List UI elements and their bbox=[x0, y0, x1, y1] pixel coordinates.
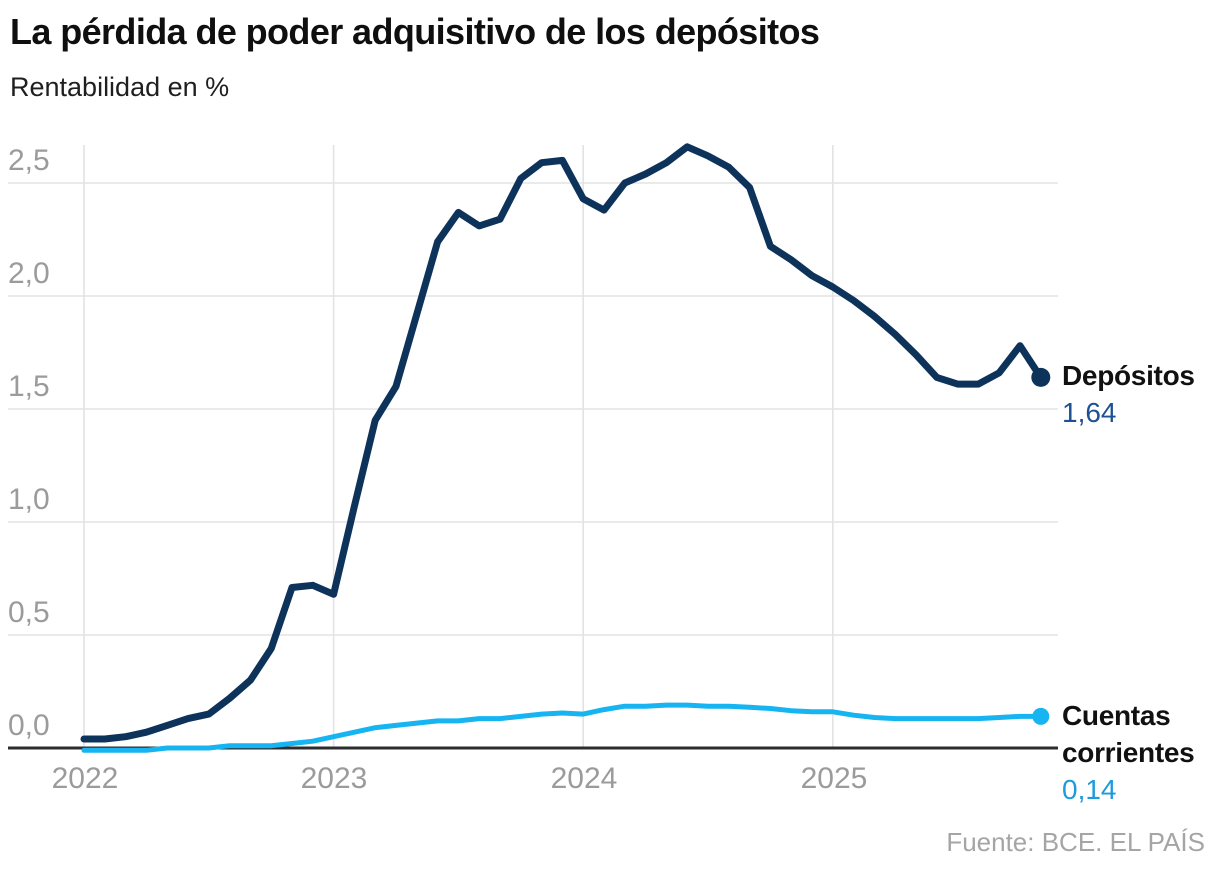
current-accounts-end-value: 0,14 bbox=[1062, 774, 1117, 805]
deposits-end-dot bbox=[1031, 367, 1051, 387]
x-tick-label: 2023 bbox=[301, 762, 368, 795]
deposits-series-label: Depósitos bbox=[1062, 360, 1195, 391]
chart-subtitle: Rentabilidad en % bbox=[10, 72, 230, 102]
gridlines bbox=[8, 145, 1058, 748]
current-accounts-series-label-line1: Cuentas bbox=[1062, 700, 1171, 731]
deposits-end-value: 1,64 bbox=[1062, 397, 1117, 428]
x-tick-label: 2025 bbox=[801, 762, 868, 795]
source-credit: Fuente: BCE. EL PAÍS bbox=[946, 827, 1205, 857]
y-tick-label: 0,0 bbox=[8, 709, 50, 742]
y-tick-label: 1,5 bbox=[8, 370, 50, 403]
deposits-line bbox=[80, 143, 1045, 743]
deposits-annotation: Depósitos 1,64 bbox=[1062, 357, 1220, 431]
current-accounts-end-dot bbox=[1032, 707, 1050, 725]
x-axis-tick-labels: 2022 2023 2024 2025 bbox=[52, 762, 868, 795]
current-accounts-line bbox=[81, 702, 1044, 753]
y-tick-label: 1,0 bbox=[8, 483, 50, 516]
y-axis-tick-labels: 2,5 2,0 1,5 1,0 0,5 0,0 bbox=[8, 144, 50, 742]
current-accounts-series-label-line2: corrientes bbox=[1062, 737, 1195, 768]
x-tick-label: 2024 bbox=[551, 762, 618, 795]
current-accounts-annotation: Cuentas corrientes 0,14 bbox=[1062, 697, 1220, 808]
y-tick-label: 2,5 bbox=[8, 144, 50, 177]
y-tick-label: 2,0 bbox=[8, 257, 50, 290]
page-title: La pérdida de poder adquisitivo de los d… bbox=[10, 11, 820, 52]
x-tick-label: 2022 bbox=[52, 762, 119, 795]
y-tick-label: 0,5 bbox=[8, 596, 50, 629]
series-lines bbox=[80, 143, 1051, 753]
